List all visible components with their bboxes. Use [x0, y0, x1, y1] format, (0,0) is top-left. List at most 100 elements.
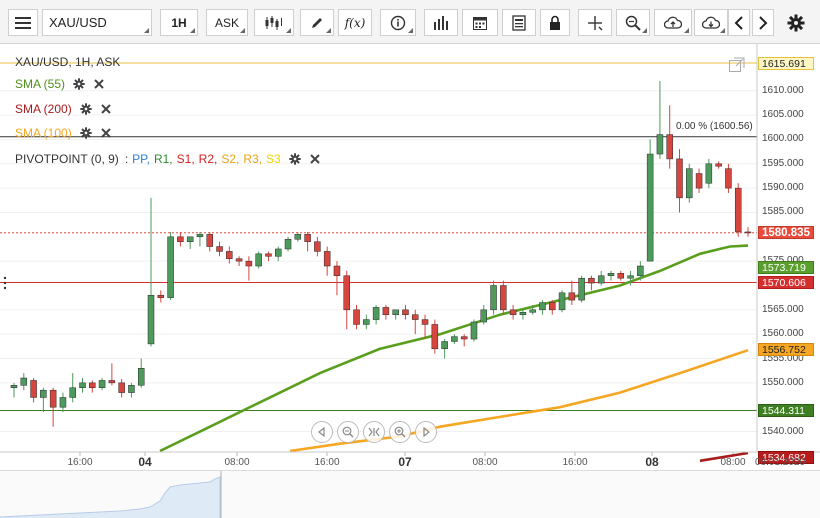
- draw-button[interactable]: [300, 9, 334, 36]
- candle[interactable]: [206, 231, 213, 252]
- candle[interactable]: [89, 380, 96, 393]
- candle[interactable]: [333, 261, 341, 296]
- price-chart[interactable]: [0, 44, 820, 470]
- candle[interactable]: [597, 270, 605, 286]
- candle[interactable]: [412, 309, 419, 335]
- candle[interactable]: [353, 304, 360, 330]
- candle[interactable]: [656, 81, 664, 159]
- candle[interactable]: [549, 300, 556, 315]
- candle[interactable]: [431, 319, 439, 354]
- candle[interactable]: [568, 280, 576, 305]
- candle[interactable]: [10, 382, 18, 398]
- candle[interactable]: [607, 270, 615, 281]
- scroll-left-button[interactable]: [728, 9, 750, 36]
- pivot-remove-button[interactable]: [309, 153, 321, 165]
- candle[interactable]: [216, 241, 223, 257]
- candle[interactable]: [40, 387, 47, 413]
- candle[interactable]: [617, 270, 625, 281]
- candle[interactable]: [157, 290, 165, 303]
- candle[interactable]: [79, 377, 86, 393]
- sma100-settings-button[interactable]: [80, 127, 92, 139]
- candle[interactable]: [226, 246, 233, 264]
- candle[interactable]: [402, 304, 409, 320]
- crosshair-button[interactable]: [578, 9, 612, 36]
- scroll-right-button[interactable]: [752, 9, 774, 36]
- candle[interactable]: [392, 309, 399, 320]
- volume-button[interactable]: [424, 9, 458, 36]
- legend-sma100[interactable]: SMA (100): [15, 125, 112, 141]
- candle[interactable]: [98, 377, 106, 391]
- candle[interactable]: [441, 339, 448, 359]
- candle[interactable]: [323, 246, 331, 276]
- candle[interactable]: [137, 358, 145, 388]
- candle[interactable]: [705, 158, 713, 189]
- candle[interactable]: [588, 275, 595, 291]
- candle[interactable]: [695, 168, 703, 193]
- candle[interactable]: [147, 197, 155, 347]
- report-button[interactable]: [502, 9, 536, 36]
- candle[interactable]: [725, 163, 732, 193]
- candle[interactable]: [470, 319, 478, 342]
- candle[interactable]: [372, 304, 380, 325]
- candle[interactable]: [314, 236, 321, 257]
- scroll-left-zoom-button[interactable]: [311, 421, 333, 443]
- candle[interactable]: [177, 231, 184, 247]
- candle[interactable]: [627, 270, 634, 286]
- candle[interactable]: [343, 270, 350, 330]
- candle[interactable]: [578, 275, 585, 303]
- symbol-input[interactable]: XAU/USD: [42, 9, 152, 36]
- candle[interactable]: [480, 304, 488, 325]
- candle[interactable]: [539, 300, 546, 315]
- candle[interactable]: [744, 227, 752, 237]
- candle[interactable]: [108, 363, 116, 386]
- info-button[interactable]: [380, 9, 416, 36]
- legend-sma200[interactable]: SMA (200): [15, 101, 112, 117]
- candle[interactable]: [509, 304, 517, 320]
- candle[interactable]: [363, 314, 370, 330]
- legend-pivotpoint[interactable]: PIVOTPOINT (0, 9) : PP, R1, S1, R2, S2, R3, S3: [15, 151, 321, 167]
- candle[interactable]: [128, 382, 135, 398]
- candle[interactable]: [460, 334, 468, 347]
- sma55-settings-button[interactable]: [73, 78, 85, 90]
- candle[interactable]: [245, 256, 253, 281]
- settings-button[interactable]: [782, 9, 810, 36]
- reset-zoom-button[interactable]: [363, 421, 385, 443]
- candle[interactable]: [646, 139, 654, 262]
- candle[interactable]: [686, 163, 693, 203]
- legend-sma55[interactable]: SMA (55): [15, 76, 105, 92]
- drag-handle[interactable]: [3, 276, 7, 290]
- candle[interactable]: [167, 231, 174, 301]
- candle[interactable]: [451, 334, 458, 344]
- candle[interactable]: [529, 304, 536, 315]
- zoom-out-button[interactable]: [337, 421, 359, 443]
- download-button[interactable]: [694, 9, 728, 36]
- candle[interactable]: [519, 309, 527, 320]
- zoom-in-button[interactable]: [389, 421, 411, 443]
- candle[interactable]: [118, 378, 125, 398]
- chart-type-button[interactable]: [254, 9, 294, 36]
- expand-button[interactable]: [728, 56, 746, 74]
- candle[interactable]: [69, 373, 76, 403]
- indicator-button[interactable]: f(x): [338, 9, 372, 36]
- sma100-remove-button[interactable]: [100, 127, 112, 139]
- candle[interactable]: [676, 149, 683, 213]
- pivot-settings-button[interactable]: [289, 153, 301, 165]
- candle[interactable]: [421, 314, 429, 340]
- timeframe-select[interactable]: 1H: [160, 9, 198, 36]
- candle[interactable]: [382, 304, 390, 320]
- candle[interactable]: [490, 280, 497, 315]
- candle[interactable]: [500, 280, 507, 315]
- candle[interactable]: [715, 161, 722, 169]
- sma200-remove-button[interactable]: [100, 103, 112, 115]
- candle[interactable]: [20, 373, 28, 391]
- candle[interactable]: [294, 231, 302, 242]
- sma55-remove-button[interactable]: [93, 78, 105, 90]
- candle[interactable]: [196, 231, 204, 247]
- side-select[interactable]: ASK: [206, 9, 248, 36]
- candle[interactable]: [734, 183, 742, 237]
- candle[interactable]: [59, 392, 67, 413]
- sma200-settings-button[interactable]: [80, 103, 92, 115]
- lock-button[interactable]: [540, 9, 570, 36]
- candle[interactable]: [186, 236, 194, 249]
- calendar-button[interactable]: [462, 9, 498, 36]
